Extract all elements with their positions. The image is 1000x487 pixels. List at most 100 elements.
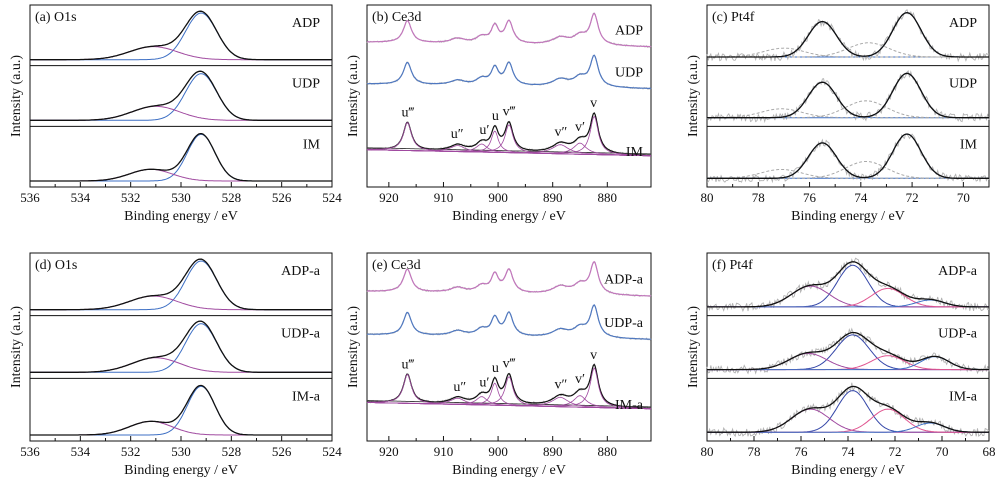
sample-label: UDP-a [604,316,644,331]
peak-label: u′ [479,123,489,138]
sample-label: IM-a [615,398,644,413]
sample-label: IM [626,145,644,160]
x-tick-label: 524 [322,190,342,205]
x-tick-label: 526 [272,190,292,205]
panel-title: (d) O1s [35,258,77,273]
peak-label: u‴ [402,105,415,120]
sample-label: IM [960,137,978,152]
x-tick-label: 528 [222,444,242,459]
component-peak-line [30,385,332,436]
sample-label: ADP [949,16,977,31]
sample-label: IM-a [292,389,321,404]
spectrum-line [367,260,652,297]
x-tick-label: 70 [957,190,970,205]
x-axis-title: Binding energy / eV [124,463,238,478]
panel-title: (f) Pt4f [712,258,753,273]
component-peak-line [707,47,989,58]
x-tick-label: 880 [598,444,618,459]
x-tick-label: 78 [748,444,761,459]
x-tick-label: 920 [379,190,399,205]
y-axis-title: Intensity (a.u.) [346,55,361,137]
y-axis-title: Intensity (a.u.) [9,55,24,137]
envelope-line [707,261,989,308]
panel-c: 80 78 76 74 72 70 Binding energy / eV Intensity… [686,4,990,224]
sample-label: UDP [949,77,977,92]
panel-e: 920 910 900 890 880 Binding energy / eV Intens… [346,252,652,478]
component-peak-line [707,20,989,58]
x-tick-label: 910 [434,190,454,205]
peak-label: u [492,361,499,376]
component-peak-line [367,115,652,156]
raw-data-line [706,382,990,438]
peak-label: v‴ [503,105,516,120]
x-tick-label: 536 [20,444,40,459]
panel-b: 920 910 900 890 880 Binding energy / eV Intens… [346,4,652,224]
panel-a: 536 534 532 530 528 526 524 Binding energy / eV… [9,4,342,224]
panel-title: (b) Ce3d [372,10,421,25]
x-tick-label: 900 [488,190,508,205]
x-tick-label: 532 [121,190,141,205]
envelope-line [30,10,332,61]
x-tick-label: 534 [71,190,91,205]
component-peak-line [367,367,651,409]
spectrum-line [367,12,651,48]
x-tick-label: 900 [488,444,508,459]
peak-label: v″ [554,125,567,140]
component-peak-line [707,390,989,433]
x-tick-label: 530 [171,190,191,205]
x-tick-label: 76 [795,444,809,459]
component-peak-line [30,46,332,61]
component-peak-line [30,73,332,121]
x-tick-label: 920 [379,444,399,459]
sample-label: IM-a [949,389,978,404]
x-tick-label: 80 [701,444,714,459]
x-tick-label: 526 [272,444,292,459]
component-peak-line [30,420,332,436]
peak-label: u″ [451,127,464,142]
x-tick-label: 532 [121,444,141,459]
x-tick-label: 534 [71,444,91,459]
peak-label: v‴ [503,356,516,371]
x-tick-label: 530 [171,444,191,459]
peak-label: u′ [479,375,489,390]
x-tick-label: 78 [752,190,765,205]
envelope-line [707,12,989,58]
sample-label: IM [303,137,321,152]
x-axis-title: Binding energy / eV [791,463,905,478]
x-tick-label: 528 [222,190,242,205]
sample-label: ADP [292,16,320,31]
component-peak-line [707,352,989,371]
x-tick-label: 910 [434,444,454,459]
x-tick-label: 536 [20,190,40,205]
peak-label: v [590,96,597,111]
envelope-line [707,385,989,433]
plot-frame [706,252,990,442]
y-axis-title: Intensity (a.u.) [686,306,701,388]
peak-label: v′ [575,372,585,387]
y-axis-title: Intensity (a.u.) [9,306,24,388]
x-tick-label: 80 [701,190,714,205]
x-tick-label: 72 [889,444,902,459]
sample-label: UDP [615,66,643,81]
x-tick-label: 74 [842,444,856,459]
component-peak-line [30,133,332,182]
panel-f: 80 78 76 74 72 70 68 Binding energy / eV Intensi… [686,252,996,478]
plot-frame [706,4,990,188]
peak-label: v′ [575,120,585,135]
envelope-line [30,320,332,373]
spectrum-line [366,304,651,340]
panel-title: (a) O1s [35,10,77,25]
plot-frame [366,4,652,188]
envelope-line [707,133,989,179]
envelope-line [30,258,332,311]
sample-label: ADP-a [604,273,644,288]
envelope-line [707,331,990,371]
raw-data-line [706,133,990,184]
x-tick-label: 890 [543,444,563,459]
x-tick-label: 76 [803,190,817,205]
spectrum-line [367,54,652,90]
sample-label: ADP-a [281,264,321,279]
component-peak-line [30,357,332,373]
x-tick-label: 68 [983,444,996,459]
